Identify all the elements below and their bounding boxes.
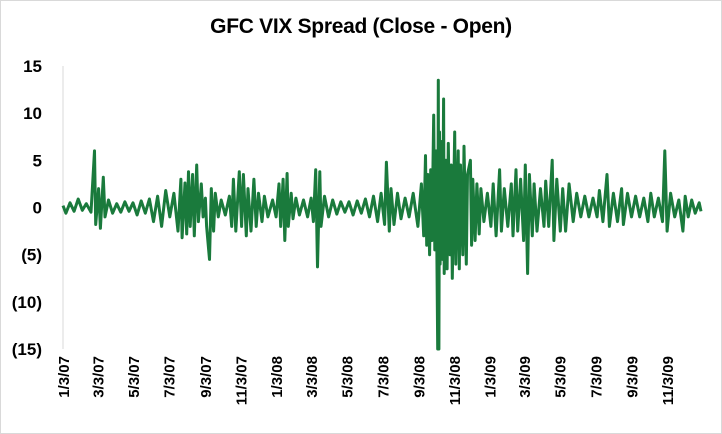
x-tick-label: 11/3/07 bbox=[233, 356, 250, 405]
x-tick-label: 7/3/09 bbox=[588, 356, 605, 398]
x-tick-label: 1/3/09 bbox=[483, 356, 500, 398]
y-tick-label: 10 bbox=[23, 104, 42, 123]
x-tick-label: 11/3/08 bbox=[447, 356, 464, 405]
y-tick-label: 15 bbox=[23, 57, 42, 76]
y-tick-label: 0 bbox=[33, 199, 42, 218]
x-tick-label: 3/3/07 bbox=[90, 356, 107, 398]
x-axis-ticks: 1/3/07 3/3/07 5/3/07 7/3/07 9/3/07 11/3/07 1/3… bbox=[56, 356, 677, 405]
x-tick-label: 11/3/09 bbox=[660, 356, 677, 405]
x-tick-label: 5/3/07 bbox=[126, 356, 143, 398]
x-tick-label: 7/3/07 bbox=[162, 356, 179, 398]
x-tick-label: 3/3/09 bbox=[517, 356, 534, 398]
chart-title: GFC VIX Spread (Close - Open) bbox=[210, 15, 512, 38]
y-tick-label: (15) bbox=[12, 340, 42, 359]
x-tick-label: 5/3/08 bbox=[340, 356, 357, 398]
x-tick-label: 3/3/08 bbox=[304, 356, 321, 398]
y-tick-label: 5 bbox=[33, 151, 42, 170]
y-axis-ticks: 15 10 5 0 (5) (10) (15) bbox=[12, 57, 42, 359]
x-tick-label: 9/3/08 bbox=[411, 356, 428, 398]
series-line bbox=[61, 78, 703, 351]
x-tick-label: 9/3/07 bbox=[198, 356, 215, 398]
x-tick-label: 1/3/07 bbox=[56, 356, 73, 398]
y-tick-label: (10) bbox=[12, 293, 42, 312]
x-tick-label: 1/3/08 bbox=[269, 356, 286, 398]
x-tick-label: 5/3/09 bbox=[553, 356, 570, 398]
x-tick-label: 7/3/08 bbox=[375, 356, 392, 398]
x-tick-label: 9/3/09 bbox=[625, 356, 642, 398]
y-tick-label: (5) bbox=[21, 246, 42, 265]
